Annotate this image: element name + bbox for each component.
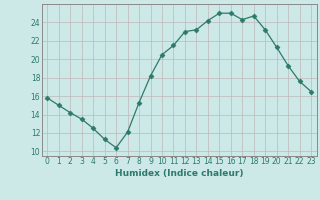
- X-axis label: Humidex (Indice chaleur): Humidex (Indice chaleur): [115, 169, 244, 178]
